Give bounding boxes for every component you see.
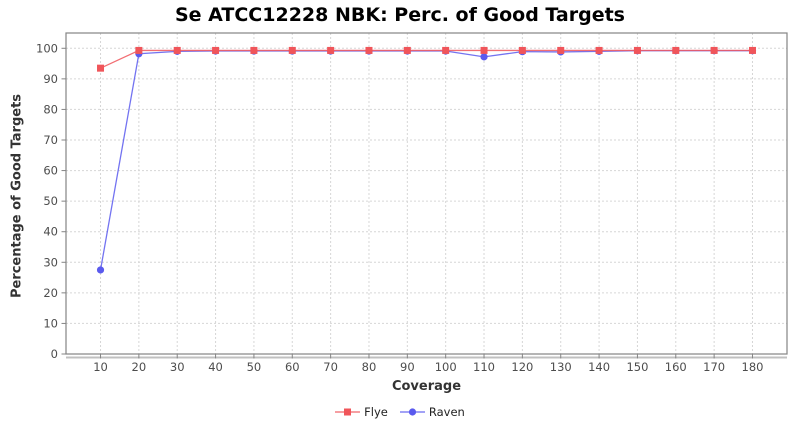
legend-item-raven: Raven [399,405,465,419]
x-tick-label: 120 [511,360,533,374]
flye-marker [250,46,258,54]
y-tick-label: 60 [43,164,58,178]
x-tick-label: 170 [703,360,725,374]
x-tick-label: 30 [170,360,185,374]
flye-marker [403,46,411,54]
x-tick-label: 50 [247,360,262,374]
legend: Flye Raven [0,405,800,419]
y-axis-label: Percentage of Good Targets [9,93,25,299]
x-tick-label: 110 [473,360,495,374]
flye-marker [480,46,488,54]
flye-marker [518,46,526,54]
y-tick-label: 50 [43,194,58,208]
flye-marker [672,46,680,54]
y-tick-label: 70 [43,133,58,147]
flye-marker [97,64,105,72]
x-tick-label: 90 [400,360,415,374]
flye-marker [557,46,565,54]
flye-marker [442,46,450,54]
x-tick-label: 70 [323,360,338,374]
flye-marker [365,46,373,54]
y-tick-label: 40 [43,225,58,239]
y-tick-label: 80 [43,102,58,116]
x-tick-label: 150 [626,360,648,374]
x-tick-label: 80 [362,360,377,374]
y-tick-label: 20 [43,286,58,300]
x-tick-label: 10 [93,360,108,374]
y-tick-label: 0 [51,347,58,361]
raven-legend-marker [399,408,425,416]
flye-marker [135,46,143,54]
x-tick-label: 60 [285,360,300,374]
x-tick-label: 140 [588,360,610,374]
x-tick-label: 40 [208,360,223,374]
raven-marker [480,53,488,61]
flye-marker [710,46,718,54]
flye-marker [173,46,181,54]
plot-background [66,33,787,354]
y-tick-label: 10 [43,316,58,330]
y-tick-label: 90 [43,72,58,86]
legend-label-flye: Flye [364,405,388,419]
chart-title: Se ATCC12228 NBK: Perc. of Good Targets [174,4,625,26]
flye-legend-marker [335,408,361,416]
flye-marker [748,46,756,54]
flye-marker [595,46,603,54]
flye-marker [212,46,220,54]
flye-marker [288,46,296,54]
y-tick-label: 100 [36,41,58,55]
y-tick-label: 30 [43,255,58,269]
flye-line [100,49,753,69]
flye-marker [327,46,335,54]
legend-item-flye: Flye [335,405,388,419]
x-tick-label: 20 [132,360,147,374]
x-tick-label: 100 [435,360,457,374]
legend-label-raven: Raven [428,405,465,419]
x-axis-label: Coverage [391,379,462,394]
x-tick-label: 160 [665,360,687,374]
x-tick-label: 130 [550,360,572,374]
flye-marker [633,46,641,54]
plot-border [65,32,788,355]
raven-marker [96,266,105,274]
x-tick-label: 180 [742,360,764,374]
